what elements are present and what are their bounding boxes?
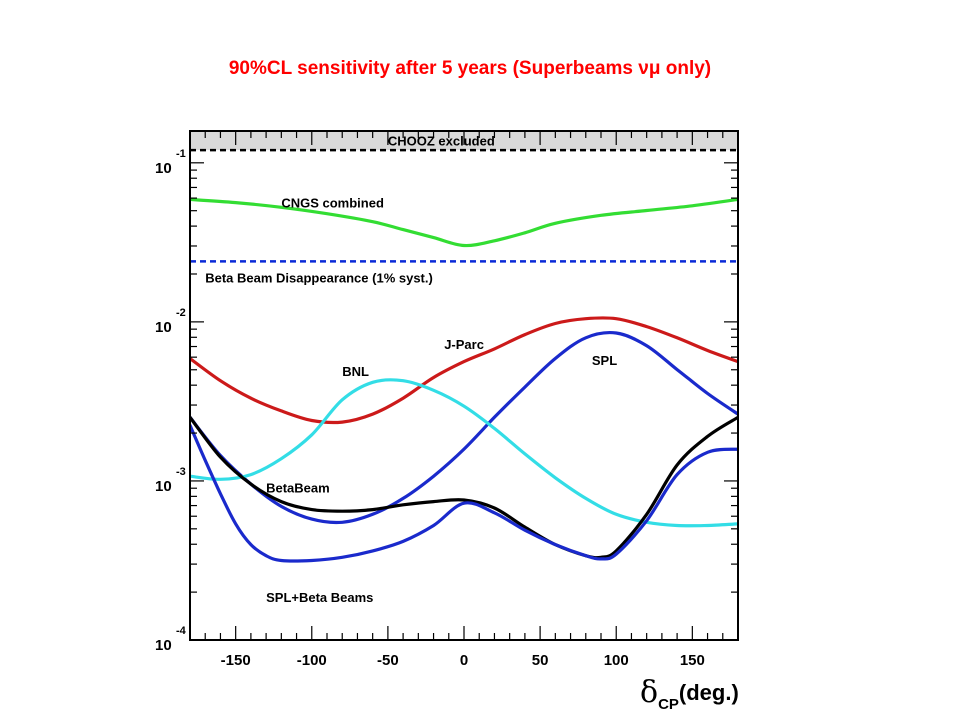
chart-title: 90%CL sensitivity after 5 years (Superbe… xyxy=(228,58,712,79)
x-tick-label: -150 xyxy=(221,652,251,669)
x-tick-label: 50 xyxy=(532,652,549,669)
annotation-label: J-Parc xyxy=(444,337,484,352)
x-tick-label: 100 xyxy=(604,652,629,669)
annotation-label: CHOOZ excluded xyxy=(388,134,495,149)
series-line-cngs-combined xyxy=(190,197,738,248)
series-line-j-parc xyxy=(190,316,738,425)
y-tick-label: 10 xyxy=(155,319,172,336)
series-line-spl-beta-beams xyxy=(190,423,738,563)
y-tick-label: 10 xyxy=(155,637,172,654)
y-tick-exponent: -2 xyxy=(176,307,186,319)
x-tick-label: 150 xyxy=(680,652,705,669)
x-axis-label-symbol: δ xyxy=(640,675,658,710)
annotation-label: CNGS combined xyxy=(281,196,384,211)
x-tick-label: -50 xyxy=(377,652,399,669)
annotation-label: BNL xyxy=(342,364,369,379)
annotation-label: BetaBeam xyxy=(266,480,330,495)
y-tick-exponent: -3 xyxy=(176,466,186,478)
x-axis-label-unit: (deg.) xyxy=(679,680,739,705)
y-tick-label: 10 xyxy=(155,160,172,177)
x-tick-label: 0 xyxy=(460,652,468,669)
x-axis-label-subscript: CP xyxy=(658,696,679,713)
annotation-label: Beta Beam Disappearance (1% syst.) xyxy=(205,270,433,285)
y-tick-label: 10 xyxy=(155,478,172,495)
y-tick-exponent: -1 xyxy=(176,148,186,160)
x-tick-label: -100 xyxy=(297,652,327,669)
x-axis-label: δCP(deg.) xyxy=(640,675,739,713)
series-group xyxy=(190,197,738,563)
series-line-betabeam xyxy=(190,415,738,560)
y-tick-exponent: -4 xyxy=(176,625,187,637)
series-line-spl xyxy=(190,330,738,525)
annotation-label: SPL xyxy=(592,353,617,368)
annotation-label: SPL+Beta Beams xyxy=(266,590,373,605)
